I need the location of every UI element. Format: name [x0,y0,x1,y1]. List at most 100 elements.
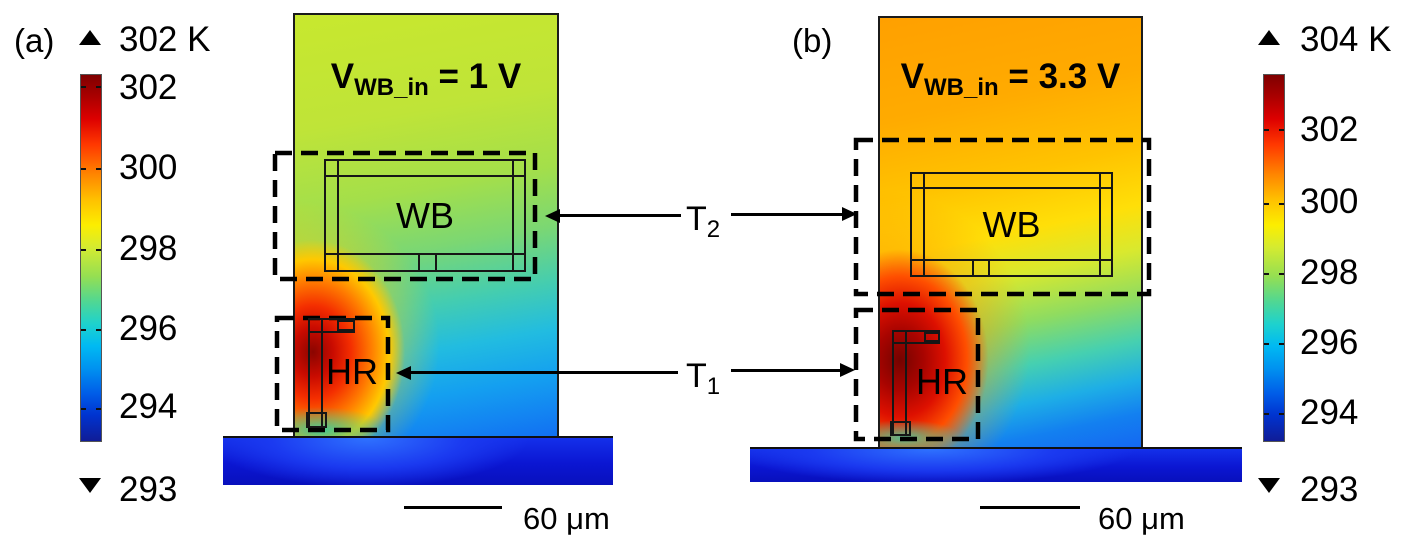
t2-arrow-line-left [559,214,681,217]
t2-label-main: T [686,200,707,238]
wb-dashed-box-a [272,150,538,282]
hr-foot-pad [890,421,911,436]
wb-notch-line [435,253,437,272]
panel-b-letter: (b) [792,22,833,59]
wb-inner-line [324,175,526,177]
t1-arrow-line-right [731,369,841,372]
colorbar-a-max-triangle-up-icon [79,30,101,45]
t1-arrow-line-left [410,371,678,374]
colorbar-a-tick-mark [81,408,86,410]
panel-a-title: VWB_in = 1 V [293,57,559,101]
colorbar-b-min-label: 293 [1300,470,1359,509]
wb-inner-line [1099,172,1101,277]
colorbar-a-tick-mark [81,86,86,88]
colorbar-b-tick-mark [1279,413,1284,415]
colorbar-a-tick-mark [81,329,86,331]
colorbar-b-tick-mark [1279,273,1284,275]
panel-a-title-value: = 1 V [428,57,522,96]
colorbar-b-tick-mark [1264,203,1269,205]
wb-region-label-b: WB [982,203,1041,245]
wb-outer-rect [910,172,1113,277]
colorbar-a-tick-mark [81,168,86,170]
wb-structure-a: WB [324,159,526,272]
t2-arrow-line-right [731,213,843,216]
hr-structure-b [890,330,942,436]
colorbar-b-tick-label: 300 [1300,182,1359,221]
wb-inner-line [910,259,1113,261]
wb-notch-line [972,259,974,277]
colorbar-b-tick-label: 296 [1300,323,1359,362]
panel-b-title-v: V [900,57,925,96]
t2-arrowhead-left-icon [545,209,560,223]
t1-arrowhead-right-icon [840,363,855,377]
wb-notch-line [988,259,990,277]
substrate-base-a [223,436,613,485]
panel-b-title: VWB_in = 3.3 V [878,57,1143,101]
scale-bar-b [980,506,1080,509]
colorbar-a-tick-label: 300 [119,148,178,187]
colorbar-a-tick-label: 302 [119,68,178,107]
hr-region-label-b: HR [916,361,968,402]
wb-outer-rect [324,159,526,272]
wb-inner-line [324,253,526,255]
wb-region-label-a: WB [396,194,454,236]
wb-inner-line [337,159,339,272]
colorbar-b-tick-mark [1264,343,1269,345]
colorbar-b-tick-label: 294 [1300,393,1359,432]
substrate-base-b [750,447,1242,482]
wb-inner-line [512,159,514,272]
colorbar-b-tick-mark [1264,413,1269,415]
colorbar-b-tick-mark [1264,129,1269,131]
hr-arm-pad [337,320,355,331]
t2-arrowhead-right-icon [842,207,857,221]
wb-inner-line [910,187,1113,189]
scale-bar-a [404,506,502,509]
panel-a-title-v: V [330,57,355,96]
colorbar-a-tick-mark [96,86,101,88]
heatmap-pillar-b [878,16,1143,447]
colorbar-a-tick-label: 296 [119,309,178,348]
hr-dashed-box-b [853,307,981,442]
colorbar-b-max-triangle-up-icon [1258,30,1280,45]
colorbar-a-tick-mark [96,168,101,170]
colorbar-a-min-triangle-down-icon [79,478,101,493]
colorbar-a-tick-mark [96,329,101,331]
t2-label-sub: 2 [706,216,721,243]
colorbar-b-tick-mark [1264,273,1269,275]
t1-probe-label: T1 [686,359,720,399]
panel-b-title-subscript: WB_in [924,74,999,101]
hr-arm-pad [924,332,940,342]
t1-label-sub: 1 [706,373,721,400]
panel-a-title-subscript: WB_in [354,74,429,101]
scale-bar-label-b: 60 μm [1098,501,1185,536]
colorbar-b-max-label: 304 K [1300,20,1392,59]
colorbar-a-tick-mark [96,408,101,410]
colorbar-a-tick-mark [96,249,101,251]
colorbar-b-tick-label: 298 [1300,253,1359,292]
t2-probe-label: T2 [686,200,720,242]
colorbar-a-max-label: 302 K [119,20,211,59]
colorbar-b-tick-mark [1279,203,1284,205]
hr-foot-pad [306,412,327,428]
colorbar-b-tick-mark [1279,129,1284,131]
panel-b-title-value: = 3.3 V [998,57,1121,96]
colorbar-a-min-label: 293 [119,470,178,509]
t1-arrowhead-left-icon [396,366,411,380]
panel-a-letter: (a) [14,22,55,59]
scale-bar-label-a: 60 μm [523,501,610,536]
colorbar-b-tick-mark [1279,343,1284,345]
colorbar-a-tick-mark [81,249,86,251]
colorbar-a-tick-label: 294 [119,387,178,426]
wb-dashed-box-b [853,137,1152,297]
hr-structure-a [306,318,357,428]
colorbar-b-min-triangle-down-icon [1258,478,1280,493]
colorbar-b-tick-label: 302 [1300,110,1359,149]
colorbar-a [80,74,102,442]
wb-structure-b: WB [910,172,1113,277]
colorbar-b [1263,74,1285,442]
wb-notch-line [418,253,420,272]
hr-region-label-a: HR [326,351,378,392]
colorbar-a-tick-label: 298 [119,229,178,268]
wb-inner-line [923,172,925,277]
